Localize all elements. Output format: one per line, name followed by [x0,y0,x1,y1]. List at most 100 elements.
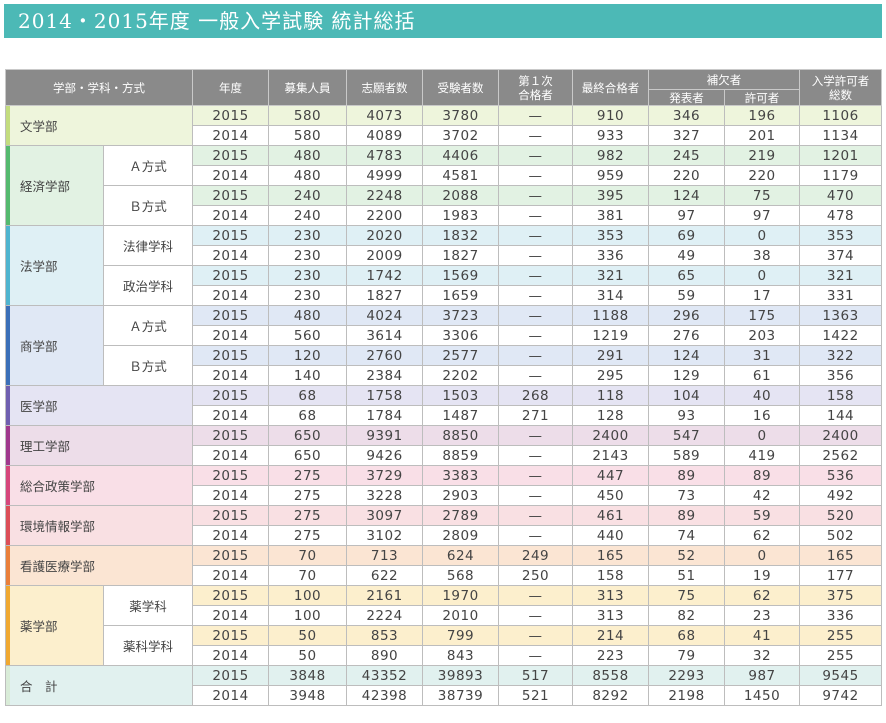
cell-examinees: 1659 [422,285,499,306]
cell-first: — [498,245,573,266]
faculty-name: 環境情報学部 [5,505,193,546]
faculty-name: 経済学部 [5,145,104,226]
cell-admitted: 520 [799,505,882,526]
cell-announced: 59 [648,285,725,306]
cell-first: — [498,425,573,446]
header-announced: 発表者 [648,89,725,106]
cell-final: 314 [572,285,649,306]
cell-applicants: 9426 [346,445,423,466]
table-row: 2014 70 622 568 250 158 51 19 177 [6,565,882,586]
department-name: 政治学科 [103,265,193,306]
cell-examinees: 8859 [422,445,499,466]
cell-final: 313 [572,605,649,626]
cell-applicants: 2760 [346,345,423,366]
cell-examinees: 3306 [422,325,499,346]
cell-final: 440 [572,525,649,546]
cell-admitted: 356 [799,365,882,386]
faculty-name: 薬学部 [5,585,104,666]
cell-admitted: 374 [799,245,882,266]
faculty-name: 看護医療学部 [5,545,193,586]
cell-announced: 589 [648,445,725,466]
cell-examinees: 8850 [422,425,499,446]
cell-applicants: 622 [346,565,423,586]
cell-quota: 120 [268,345,347,366]
table-row: 2014 3948 42398 38739 521 8292 2198 1450 9742 [6,685,882,706]
cell-examinees: 3723 [422,305,499,326]
cell-examinees: 4406 [422,145,499,166]
cell-final: 381 [572,205,649,226]
cell-admitted: 255 [799,645,882,666]
cell-year: 2015 [192,145,269,166]
cell-first: — [498,445,573,466]
cell-admitted: 1363 [799,305,882,326]
cell-year: 2014 [192,205,269,226]
cell-applicants: 2224 [346,605,423,626]
cell-applicants: 43352 [346,665,423,686]
cell-quota: 275 [268,465,347,486]
cell-year: 2015 [192,505,269,526]
faculty-name: 合 計 [5,665,193,706]
table-row: 2014 50 890 843—223 79 32 255 [6,645,882,666]
cell-announced: 296 [648,305,725,326]
cell-quota: 560 [268,325,347,346]
cell-admitted: 492 [799,485,882,506]
cell-year: 2014 [192,645,269,666]
cell-announced: 75 [648,585,725,606]
cell-year: 2015 [192,625,269,646]
cell-year: 2014 [192,165,269,186]
table-row: 政治学科 2015 230 1742 1569—321 65 0 321 [6,265,882,306]
cell-first: 249 [498,545,573,566]
cell-permitted: 97 [724,205,800,226]
cell-final: 8292 [572,685,649,706]
cell-quota: 70 [268,565,347,586]
cell-admitted: 1201 [799,145,882,166]
faculty-name: 商学部 [5,305,104,386]
cell-applicants: 1758 [346,385,423,406]
cell-admitted: 144 [799,405,882,426]
cell-final: 353 [572,225,649,246]
cell-admitted: 255 [799,625,882,646]
cell-quota: 230 [268,285,347,306]
header-first-pass-line1: 第１次 [518,73,553,88]
cell-final: 910 [572,105,649,126]
cell-final: 1188 [572,305,649,326]
table-header: 学部・学科・方式 年度 募集人員 志願者数 受験者数 第１次 合格者 最終合格者… [5,69,882,106]
cell-first: — [498,105,573,126]
department-name: Ｂ方式 [103,345,193,386]
cell-applicants: 853 [346,625,423,646]
table-row: 合 計 2015 3848 43352 39893 517 8558 2293 987 9545 [5,665,882,706]
table-body: 文学部 2015 580 4073 3780—910 346 196 1106 2014 580 4… [5,105,882,706]
cell-quota: 50 [268,625,347,646]
cell-admitted: 478 [799,205,882,226]
cell-year: 2015 [192,665,269,686]
cell-applicants: 4089 [346,125,423,146]
cell-admitted: 353 [799,225,882,246]
cell-announced: 129 [648,365,725,386]
cell-applicants: 4783 [346,145,423,166]
cell-announced: 276 [648,325,725,346]
department-name: 薬科学科 [103,625,193,666]
cell-final: 165 [572,545,649,566]
cell-final: 959 [572,165,649,186]
cell-quota: 140 [268,365,347,386]
statistics-table: 学部・学科・方式 年度 募集人員 志願者数 受験者数 第１次 合格者 最終合格者… [5,69,882,706]
cell-permitted: 89 [724,465,800,486]
cell-final: 158 [572,565,649,586]
table-row: 商学部 Ａ方式 2015 480 4024 3723—1188 296 175 1363 [5,305,882,386]
header-year: 年度 [192,69,269,106]
cell-final: 336 [572,245,649,266]
cell-quota: 275 [268,485,347,506]
header-applicants: 志願者数 [346,69,423,106]
cell-permitted: 17 [724,285,800,306]
cell-admitted: 1106 [799,105,882,126]
cell-first: — [498,605,573,626]
cell-first: — [498,365,573,386]
cell-final: 291 [572,345,649,366]
cell-first: — [498,325,573,346]
cell-first: — [498,125,573,146]
cell-first: — [498,145,573,166]
cell-admitted: 331 [799,285,882,306]
cell-first: — [498,585,573,606]
cell-permitted: 31 [724,345,800,366]
cell-year: 2015 [192,545,269,566]
